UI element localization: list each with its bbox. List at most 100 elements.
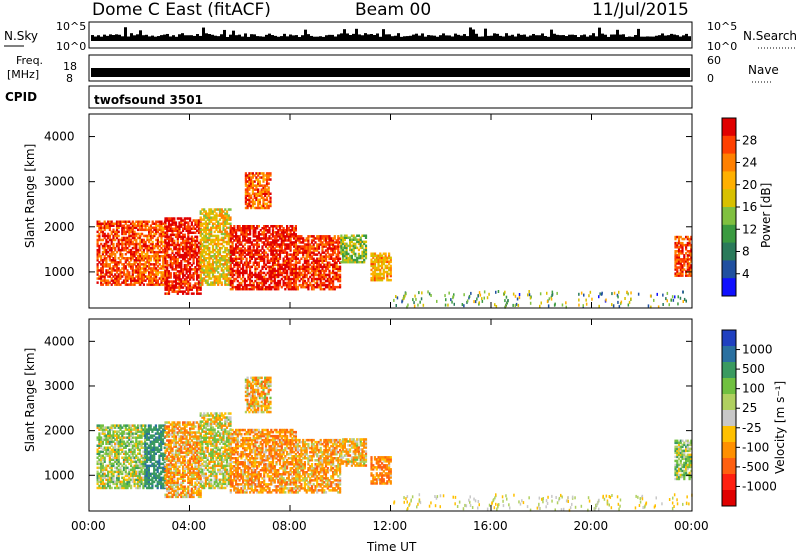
heatmap-cell bbox=[153, 275, 156, 278]
heatmap-cell bbox=[270, 253, 273, 256]
heatmap-cell bbox=[657, 305, 660, 309]
heatmap-cell bbox=[206, 232, 209, 236]
heatmap-cell bbox=[681, 266, 684, 269]
heatmap-cell bbox=[176, 229, 179, 232]
heatmap-cell bbox=[317, 257, 321, 260]
heatmap-cell bbox=[208, 273, 211, 276]
heatmap-cell bbox=[141, 222, 144, 225]
heatmap-cell bbox=[160, 265, 163, 268]
heatmap-cell bbox=[128, 230, 131, 234]
heatmap-cell bbox=[677, 252, 681, 255]
heatmap-cell bbox=[178, 274, 181, 277]
heatmap-cell bbox=[140, 436, 143, 439]
heatmap-cell bbox=[249, 247, 252, 250]
heatmap-cell bbox=[275, 253, 278, 256]
heatmap-cell bbox=[167, 290, 171, 293]
heatmap-cell bbox=[160, 281, 163, 284]
heatmap-cell bbox=[96, 470, 99, 474]
heatmap-cell bbox=[255, 172, 258, 175]
heatmap-cell bbox=[224, 275, 227, 278]
heatmap-cell bbox=[124, 261, 127, 264]
heatmap-cell bbox=[679, 250, 682, 253]
heatmap-cell bbox=[105, 263, 108, 266]
heatmap-cell bbox=[293, 233, 296, 236]
heatmap-cell bbox=[303, 245, 306, 248]
heatmap-cell bbox=[162, 265, 165, 268]
heatmap-cell bbox=[305, 261, 308, 264]
heatmap-cell bbox=[302, 267, 305, 271]
heatmap-cell bbox=[357, 252, 360, 256]
heatmap-cell bbox=[144, 240, 147, 244]
heatmap-cell bbox=[386, 276, 389, 280]
heatmap-cell bbox=[293, 241, 296, 244]
heatmap-cell bbox=[337, 255, 340, 258]
heatmap-cell bbox=[271, 255, 275, 258]
heatmap-cell bbox=[333, 265, 336, 269]
heatmap-cell bbox=[307, 249, 310, 252]
heatmap-cell bbox=[189, 231, 192, 234]
heatmap-cell bbox=[119, 222, 122, 225]
noise-bar bbox=[352, 33, 355, 41]
heatmap-cell bbox=[291, 241, 294, 244]
heatmap-cell bbox=[149, 234, 152, 238]
heatmap-cell bbox=[298, 259, 301, 262]
heatmap-cell bbox=[180, 219, 183, 222]
heatmap-cell bbox=[189, 255, 192, 259]
heatmap-cell bbox=[166, 255, 169, 259]
heatmap-cell bbox=[349, 254, 352, 258]
heatmap-cell bbox=[317, 239, 321, 242]
heatmap-cell bbox=[171, 255, 174, 259]
noise-bar bbox=[325, 35, 328, 41]
heatmap-cell bbox=[381, 254, 384, 257]
heatmap-cell bbox=[343, 234, 346, 237]
noise-bar bbox=[535, 35, 538, 41]
heatmap-cell bbox=[192, 249, 195, 253]
heatmap-cell bbox=[245, 267, 248, 271]
heatmap-cell bbox=[287, 259, 290, 262]
heatmap-cell bbox=[173, 288, 176, 291]
heatmap-cell bbox=[225, 240, 229, 244]
heatmap-cell bbox=[213, 242, 216, 246]
heatmap-cell bbox=[148, 220, 151, 223]
heatmap-cell bbox=[213, 277, 216, 280]
heatmap-cell bbox=[293, 271, 296, 275]
heatmap-cell bbox=[194, 235, 197, 239]
heatmap-cell bbox=[382, 276, 385, 280]
heatmap-cell bbox=[248, 176, 251, 179]
heatmap-cell bbox=[173, 290, 176, 293]
heatmap-cell bbox=[164, 225, 167, 228]
heatmap-cell bbox=[208, 271, 211, 274]
heatmap-cell bbox=[319, 235, 322, 238]
heatmap-cell bbox=[340, 240, 343, 244]
heatmap-cell bbox=[180, 237, 183, 241]
heatmap-cell bbox=[155, 269, 158, 272]
heatmap-cell bbox=[666, 291, 669, 295]
heatmap-cell bbox=[197, 284, 200, 287]
heatmap-cell bbox=[144, 234, 147, 238]
heatmap-cell bbox=[277, 275, 280, 279]
heatmap-cell bbox=[262, 192, 265, 195]
noise-bar bbox=[259, 36, 262, 41]
heatmap-cell bbox=[674, 262, 677, 265]
heatmap-cell bbox=[135, 456, 138, 459]
heatmap-cell bbox=[220, 210, 223, 213]
heatmap-cell bbox=[275, 225, 278, 228]
heatmap-cell bbox=[257, 271, 260, 275]
heatmap-cell bbox=[233, 239, 236, 242]
heatmap-cell bbox=[303, 279, 306, 283]
heatmap-cell bbox=[229, 225, 232, 228]
heatmap-cell bbox=[271, 267, 275, 271]
heatmap-cell bbox=[262, 188, 265, 191]
heatmap-cell bbox=[314, 281, 317, 285]
heatmap-cell bbox=[681, 268, 684, 271]
heatmap-cell bbox=[196, 270, 199, 273]
heatmap-cell bbox=[388, 278, 391, 282]
heatmap-cell bbox=[208, 210, 211, 213]
heatmap-cell bbox=[243, 285, 246, 289]
heatmap-cell bbox=[199, 261, 202, 264]
heatmap-cell bbox=[141, 257, 144, 260]
heatmap-cell bbox=[176, 260, 179, 263]
heatmap-cell bbox=[108, 428, 111, 431]
heatmap-cell bbox=[293, 275, 296, 279]
heatmap-cell bbox=[144, 440, 147, 443]
